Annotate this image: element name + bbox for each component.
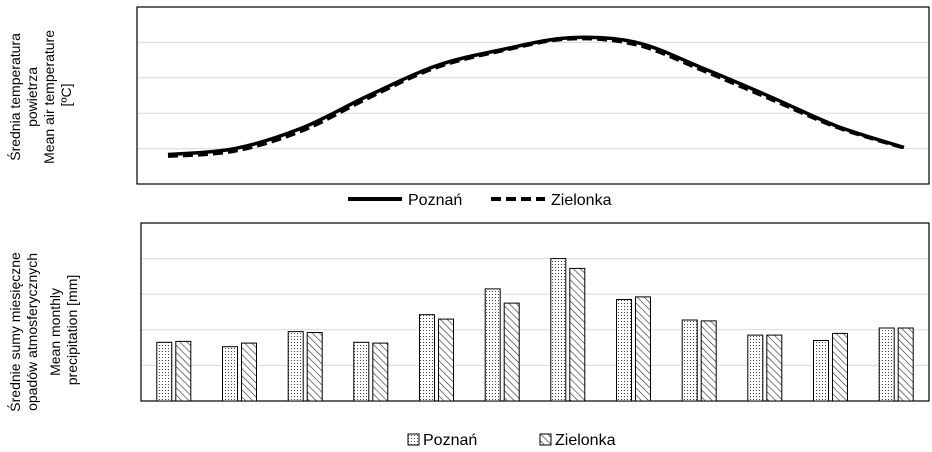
precipitation-ylabel: Średnie sumy miesięczne opadów atmosfery…: [6, 248, 80, 411]
legend-swatch-zielonka: [539, 433, 552, 446]
temperature-ylabel-line-4: [ºC]: [58, 83, 74, 106]
temperature-ylabel-line-1: Średnia temperatura: [6, 33, 23, 161]
precipitation-bar-zielonka: [766, 334, 783, 402]
precipitation-bar-zielonka: [241, 342, 257, 402]
precipitation-bar-poznan: [419, 314, 435, 402]
precipitation-bar-poznan: [550, 258, 567, 402]
precipitation-bar-poznan: [484, 288, 501, 402]
temperature-line-zielonka: [167, 36, 905, 159]
precipitation-bar-zielonka: [438, 318, 454, 402]
temperature-series: [167, 35, 905, 159]
precipitation-bar-zielonka: [700, 320, 717, 402]
precipitation-ylabel-line-1: Średnie sumy miesięczne: [6, 252, 23, 412]
precipitation-bar-zielonka: [832, 332, 848, 402]
precipitation-legend: Poznań Zielonka: [407, 432, 616, 449]
precipitation-gridlines: [141, 258, 929, 366]
legend-label-poznan: Poznań: [408, 192, 462, 209]
temperature-ylabel-line-2: powietrza: [24, 67, 40, 127]
precipitation-bar-zielonka: [306, 332, 323, 402]
precipitation-ylabel-line-2: opadów atmosferycznych: [24, 253, 40, 411]
precipitation-bar-poznan: [681, 319, 698, 402]
precipitation-bar-poznan: [878, 327, 895, 402]
precipitation-bar-poznan: [222, 346, 238, 402]
precipitation-bar-poznan: [156, 341, 173, 402]
precipitation-ylabel-line-3: Mean monthly: [47, 288, 63, 376]
precipitation-bar-zielonka: [635, 296, 651, 402]
legend-label-zielonka: Zielonka: [551, 192, 612, 209]
temperature-plot-frame: [136, 6, 930, 185]
precipitation-bar-poznan: [353, 341, 370, 402]
precipitation-bar-zielonka: [569, 267, 586, 402]
temperature-ylabel-line-3: Mean air temperature: [41, 30, 57, 164]
precipitation-bar-zielonka: [372, 342, 389, 402]
precipitation-plot-frame: [140, 222, 930, 402]
precipitation-bar-poznan: [287, 331, 304, 402]
legend-label-poznan-bars: Poznań: [423, 432, 477, 449]
temperature-ylabel: Średnia temperatura powietrza Mean air t…: [6, 26, 74, 164]
precipitation-bar-zielonka: [175, 340, 192, 402]
precipitation-bars: [156, 258, 914, 402]
precipitation-chart: Średnie sumy miesięczne opadów atmosfery…: [6, 222, 930, 449]
precipitation-ylabel-line-4: precipitation [mm]: [64, 275, 80, 385]
temperature-line-poznan: [167, 35, 905, 157]
precipitation-bar-poznan: [813, 340, 829, 402]
precipitation-bar-poznan: [616, 299, 632, 402]
temperature-gridlines: [137, 41, 929, 150]
legend-swatch-poznan: [407, 433, 420, 446]
precipitation-bar-poznan: [747, 334, 764, 402]
temperature-chart: Średnia temperatura powietrza Mean air t…: [6, 6, 930, 209]
temperature-legend: Poznań Zielonka: [348, 192, 612, 209]
precipitation-bar-zielonka: [503, 302, 520, 402]
legend-label-zielonka-bars: Zielonka: [555, 432, 616, 449]
precipitation-bar-zielonka: [897, 327, 914, 402]
